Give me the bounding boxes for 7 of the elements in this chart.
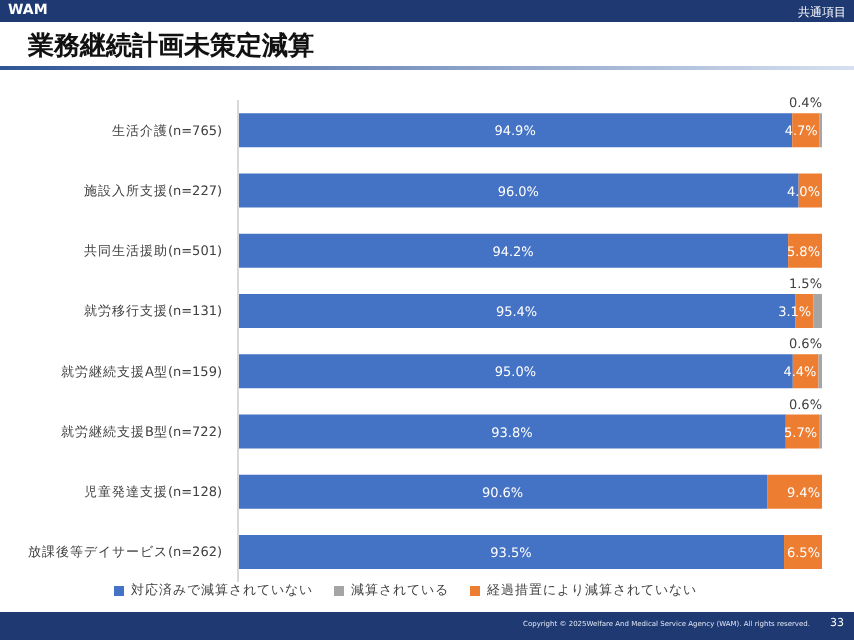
bar	[238, 535, 785, 570]
bar	[767, 474, 822, 509]
bar	[238, 474, 768, 509]
bar	[238, 233, 789, 268]
bar	[813, 294, 822, 329]
chart-title: 業務継続計画未策定減算	[28, 29, 314, 64]
bar	[238, 414, 786, 449]
